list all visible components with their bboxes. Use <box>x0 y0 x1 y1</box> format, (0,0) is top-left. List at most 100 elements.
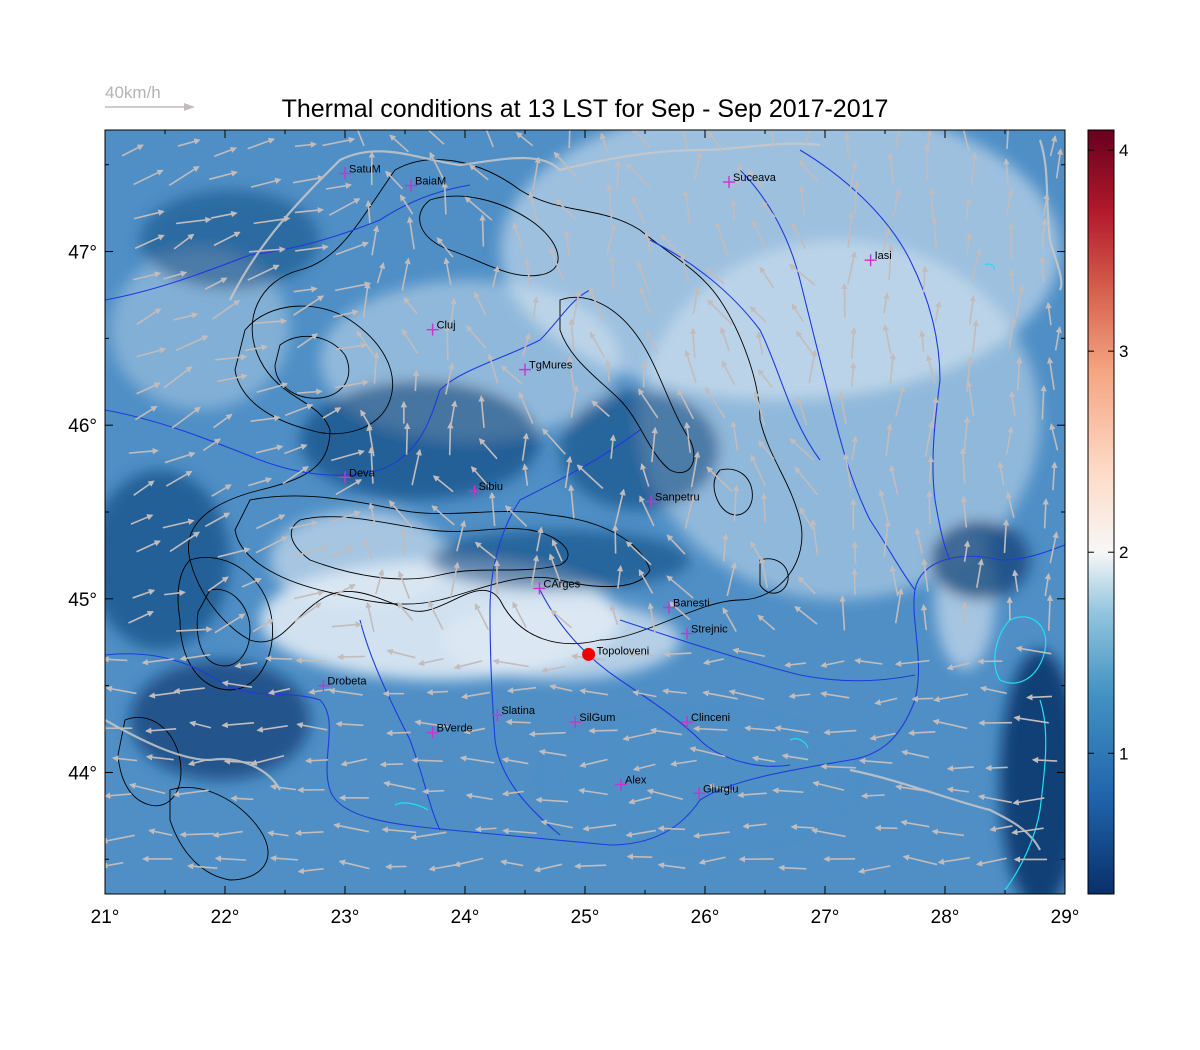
wind-arrow <box>751 219 767 249</box>
wind-arrow <box>502 827 537 835</box>
wind-arrow <box>927 455 935 484</box>
wind-arrow <box>883 519 891 557</box>
contour-southern-outer <box>234 495 651 605</box>
wind-arrow <box>211 484 232 497</box>
wind-arrow <box>296 388 323 395</box>
wind-arrow <box>296 722 328 731</box>
city-marker: Drobeta <box>317 676 367 692</box>
city-marker: Sibiu <box>468 481 503 498</box>
wind-arrow <box>588 287 605 321</box>
wind-arrow <box>500 859 524 867</box>
thermal-patch <box>1000 650 1065 894</box>
wind-arrow <box>388 500 413 528</box>
city-label: Alex <box>625 775 647 787</box>
city-cross-icon <box>519 363 531 376</box>
wind-arrow <box>255 536 289 554</box>
wind-arrow <box>895 784 931 793</box>
wind-arrow <box>568 130 571 149</box>
city-label: Cluj <box>437 320 456 332</box>
wind-arrow <box>478 395 485 428</box>
wind-arrow <box>176 626 213 633</box>
wind-arrow <box>521 432 529 461</box>
wind-arrow <box>417 657 444 667</box>
wind-arrow <box>294 141 318 148</box>
lake-danube-1 <box>394 802 429 811</box>
wind-arrow <box>371 225 380 256</box>
wind-arrow <box>549 683 573 692</box>
wind-arrow <box>576 464 604 490</box>
wind-arrow <box>247 264 280 281</box>
wind-arrow <box>1045 301 1052 326</box>
wind-arrow <box>847 251 857 285</box>
wind-arrow <box>582 823 617 832</box>
wind-arrow <box>970 152 978 187</box>
city-label: TgMures <box>529 360 573 372</box>
wind-arrow <box>851 541 858 565</box>
wind-arrow <box>1039 256 1046 283</box>
wind-arrow <box>252 618 275 633</box>
wind-arrow <box>639 495 655 527</box>
wind-arrow <box>506 686 537 694</box>
wind-arrow <box>136 382 161 395</box>
wind-arrow <box>722 607 737 632</box>
wind-arrow <box>794 605 818 625</box>
city-cross-icon <box>681 716 693 729</box>
wind-arrow <box>207 576 229 592</box>
wind-arrow <box>820 690 850 699</box>
wind-arrow <box>411 757 443 764</box>
wind-arrow <box>1012 569 1019 592</box>
wind-arrow <box>1049 423 1059 451</box>
wind-arrow <box>1013 715 1049 724</box>
wind-arrow <box>632 689 657 698</box>
wind-arrow <box>564 455 573 489</box>
wind-arrow <box>479 214 486 247</box>
wind-arrow <box>1006 130 1009 149</box>
x-tick-label: 23° <box>331 907 360 928</box>
wind-arrow <box>869 732 896 741</box>
wind-arrow <box>329 510 361 524</box>
wind-arrow <box>579 758 608 768</box>
wind-arrow <box>820 763 856 770</box>
wind-arrow <box>426 689 448 696</box>
wind-arrow <box>609 434 617 459</box>
river-arges <box>539 589 791 767</box>
wind-arrow <box>781 753 809 761</box>
wind-arrow <box>907 729 936 737</box>
wind-arrow <box>760 492 768 523</box>
wind-arrow <box>812 780 845 791</box>
city-label: SilGum <box>579 712 615 724</box>
wind-arrow <box>267 830 289 837</box>
contour-eastern-inner <box>559 296 695 474</box>
wind-arrow <box>501 756 529 765</box>
wind-arrow <box>293 295 325 316</box>
wind-arrow <box>335 241 369 256</box>
wind-arrow <box>771 130 774 148</box>
wind-arrow <box>689 327 697 359</box>
wind-arrow <box>289 520 319 530</box>
thermal-patch <box>430 530 690 590</box>
wind-arrow <box>662 688 687 695</box>
wind-arrow <box>428 864 457 872</box>
wind-arrow <box>705 267 725 285</box>
wind-arrow <box>657 862 686 869</box>
wind-arrow <box>403 297 418 315</box>
wind-arrow <box>248 246 286 253</box>
wind-arrow <box>647 602 656 633</box>
x-tick-label: 27° <box>811 907 840 928</box>
wind-arrow <box>128 447 159 455</box>
wind-arrow <box>730 420 739 451</box>
y-tick-label: 44° <box>68 763 97 784</box>
wind-arrow <box>606 184 613 219</box>
city-label: Sibiu <box>479 481 503 493</box>
wind-arrow <box>791 222 807 250</box>
wind-arrow <box>751 755 776 763</box>
wind-arrow <box>962 130 970 152</box>
wind-arrow <box>133 169 164 186</box>
wind-arrow <box>294 589 325 600</box>
wind-arrow <box>522 463 529 486</box>
wind-arrow <box>173 687 205 695</box>
wind-arrow <box>970 247 982 283</box>
thermal-patch <box>550 720 850 840</box>
wind-arrow <box>397 601 414 621</box>
city-label: Drobeta <box>327 676 367 688</box>
